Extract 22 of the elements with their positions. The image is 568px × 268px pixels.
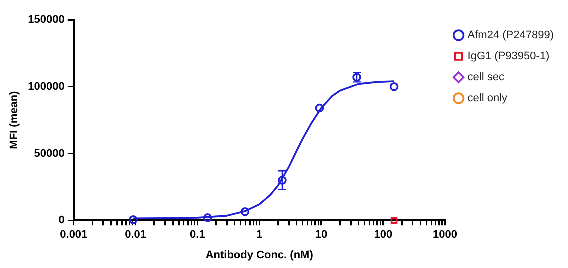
legend-label: IgG1 (P93950-1) — [468, 50, 550, 63]
y-tick-label: 100000 — [28, 80, 65, 93]
point — [203, 214, 212, 222]
point — [278, 176, 287, 185]
y-axis-title: MFI (mean) — [8, 90, 21, 150]
legend-label: cell only — [468, 92, 508, 105]
x-axis-title: Antibody Conc. (nM) — [206, 249, 314, 262]
y-tick-label: 0 — [58, 214, 65, 227]
y-tick-label: 150000 — [28, 14, 65, 26]
point — [390, 82, 399, 92]
y-tick-label: 50000 — [34, 148, 65, 160]
x-tick-label: 1000 — [433, 229, 458, 242]
x-tick-label: 0.001 — [60, 229, 88, 242]
x-tick-label: 100 — [374, 229, 393, 242]
point — [315, 104, 324, 113]
x-tick-label: 0.01 — [125, 229, 147, 242]
legend-label: cell sec — [468, 72, 505, 84]
x-tick-label: 10 — [315, 229, 328, 242]
x-tick-label: 1 — [256, 229, 263, 242]
point — [240, 208, 250, 216]
legend-label: Afm24 (P247899) — [468, 30, 554, 42]
x-tick-label: 0.1 — [190, 229, 206, 242]
